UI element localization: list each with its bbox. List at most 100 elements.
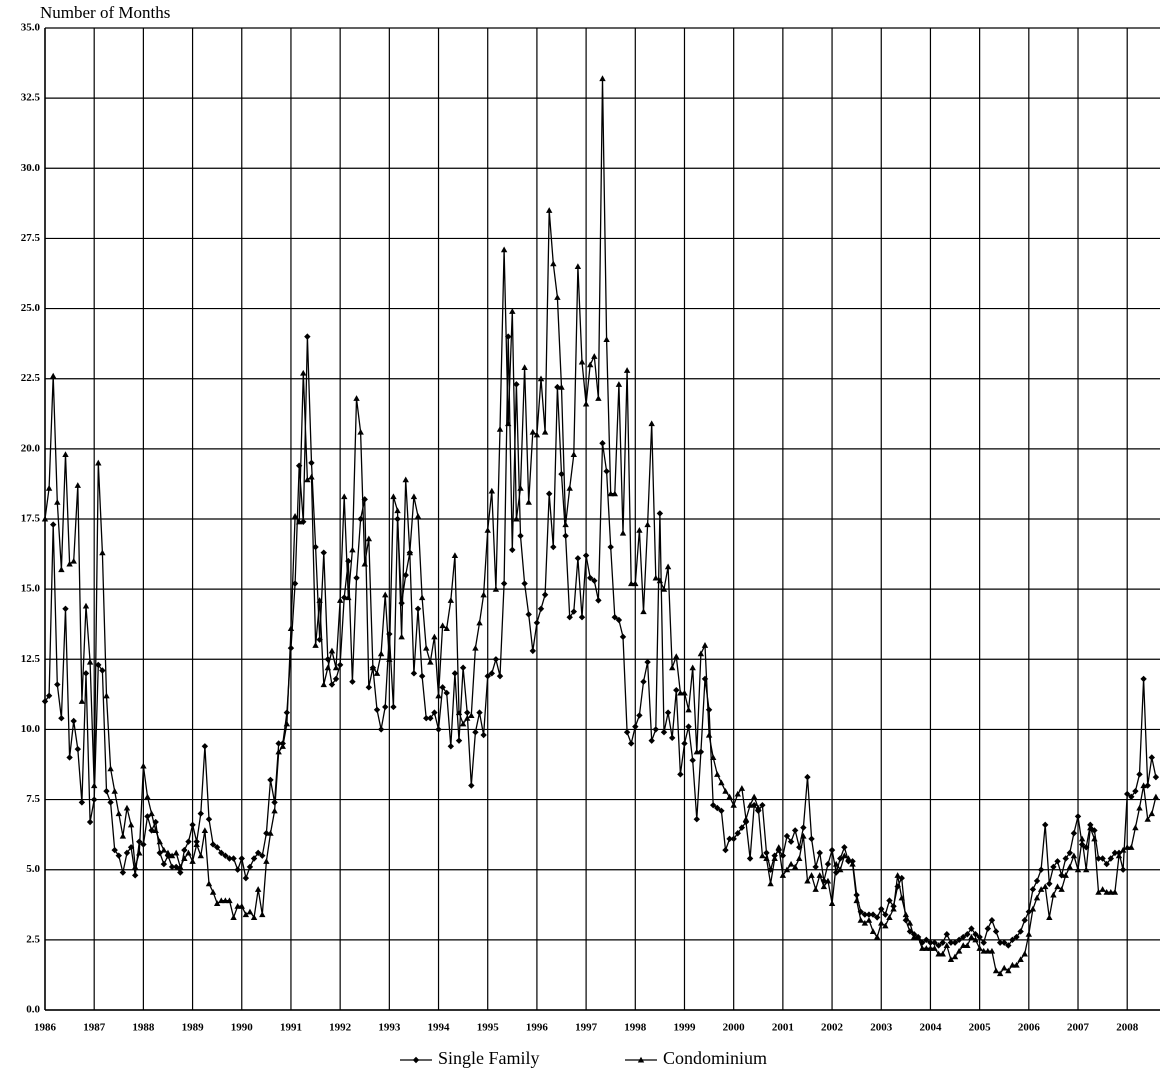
diamond-marker <box>845 858 852 865</box>
triangle-marker <box>455 709 463 716</box>
triangle-marker <box>1140 782 1147 789</box>
triangle-marker <box>673 653 680 660</box>
x-tick-label: 2007 <box>1067 1022 1090 1034</box>
diamond-marker <box>45 692 53 699</box>
diamond-marker <box>1013 933 1020 941</box>
diamond-marker <box>412 1056 420 1064</box>
triangle-marker <box>78 698 86 704</box>
diamond-marker <box>373 706 381 713</box>
diamond-marker <box>861 911 869 918</box>
triangle-marker <box>213 900 221 906</box>
triangle-marker <box>984 947 992 954</box>
triangle-marker <box>964 942 971 949</box>
diamond-marker <box>107 799 114 806</box>
diamond-marker <box>873 914 881 921</box>
triangle-marker <box>357 428 364 435</box>
diamond-marker <box>939 939 946 946</box>
triangle-marker <box>254 886 262 892</box>
triangle-marker <box>1107 888 1115 895</box>
diamond-marker <box>648 737 655 744</box>
triangle-marker <box>578 358 586 365</box>
triangle-marker <box>730 801 737 808</box>
triangle-marker <box>1099 886 1106 892</box>
y-tick-label: 5.0 <box>26 863 40 875</box>
triangle-marker <box>464 715 471 721</box>
triangle-marker <box>722 787 729 794</box>
diamond-marker <box>58 715 65 722</box>
diamond-marker <box>1078 841 1086 848</box>
triangle-marker <box>533 431 541 438</box>
x-tick-label: 2000 <box>723 1022 746 1034</box>
triangle-marker <box>878 919 885 926</box>
diamond-marker <box>664 709 672 716</box>
triangle-marker <box>554 294 561 300</box>
triangle-marker <box>599 75 606 82</box>
diamond-marker <box>222 852 229 859</box>
diamond-marker <box>177 869 184 876</box>
diamond-marker <box>988 917 996 924</box>
triangle-marker <box>718 779 725 786</box>
diamond-marker <box>1119 866 1127 873</box>
triangle-marker <box>41 515 49 522</box>
diamond-marker <box>70 717 77 725</box>
x-tick-label: 2002 <box>821 1022 844 1034</box>
diamond-marker <box>623 729 631 736</box>
triangle-marker <box>431 633 438 640</box>
triangle-marker <box>537 375 545 382</box>
triangle-marker <box>914 933 922 940</box>
diamond-marker <box>414 605 422 612</box>
y-tick-label: 15.0 <box>21 583 41 595</box>
diamond-marker <box>705 706 713 713</box>
diamond-marker <box>291 580 299 587</box>
diamond-marker <box>402 571 409 579</box>
diamond-marker <box>189 821 196 829</box>
triangle-marker <box>746 801 754 808</box>
diamond-marker <box>1103 860 1110 868</box>
diamond-marker <box>1017 928 1024 935</box>
triangle-marker <box>377 650 385 657</box>
triangle-marker <box>701 642 709 648</box>
triangle-marker <box>697 650 705 657</box>
y-tick-label: 7.5 <box>26 793 40 805</box>
triangle-marker <box>1083 866 1090 873</box>
triangle-marker <box>972 936 979 943</box>
triangle-marker <box>951 953 959 960</box>
triangle-marker <box>808 872 815 878</box>
legend-label: Single Family <box>438 1048 540 1068</box>
triangle-marker <box>283 720 291 727</box>
triangle-marker <box>869 928 877 934</box>
triangle-marker <box>45 484 53 491</box>
triangle-marker <box>857 917 864 923</box>
diamond-marker <box>160 860 168 868</box>
diamond-marker <box>517 532 524 540</box>
triangle-marker <box>263 858 270 864</box>
triangle-marker <box>386 656 393 662</box>
diamond-marker <box>652 726 659 733</box>
diamond-marker <box>1050 863 1057 871</box>
triangle-marker <box>242 911 250 918</box>
triangle-marker <box>49 372 57 379</box>
diamond-marker <box>1152 773 1160 781</box>
triangle-marker <box>62 451 69 458</box>
triangle-marker <box>619 529 627 536</box>
diamond-marker <box>246 863 254 871</box>
diamond-marker <box>709 801 717 809</box>
diamond-marker <box>1021 917 1028 924</box>
triangle-marker <box>873 933 881 940</box>
triangle-marker <box>472 644 479 651</box>
triangle-marker <box>423 644 430 651</box>
diamond-marker <box>119 869 127 876</box>
triangle-marker <box>570 451 578 458</box>
diamond-marker <box>878 905 885 913</box>
triangle-marker <box>488 487 496 494</box>
triangle-marker <box>1132 824 1139 831</box>
diamond-marker <box>816 849 823 857</box>
triangle-marker <box>779 872 787 878</box>
triangle-marker <box>287 625 295 631</box>
x-tick-label: 2001 <box>772 1022 794 1034</box>
triangle-marker <box>1119 846 1127 853</box>
diamond-marker <box>357 515 364 523</box>
diamond-marker <box>74 745 81 753</box>
diamond-marker <box>115 852 122 859</box>
